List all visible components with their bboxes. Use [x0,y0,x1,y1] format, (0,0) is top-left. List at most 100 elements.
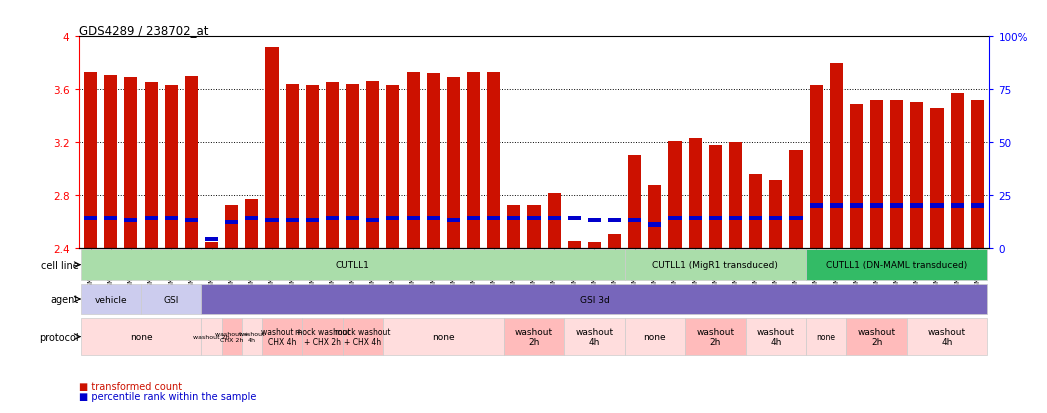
Text: mock washout
+ CHX 2h: mock washout + CHX 2h [294,328,350,346]
Text: none: none [644,332,666,341]
Bar [608,218,621,223]
FancyBboxPatch shape [262,318,303,355]
Bar [406,73,420,248]
Text: none: none [432,332,454,341]
Bar [164,216,178,221]
Text: GSI 3d: GSI 3d [580,295,609,304]
FancyBboxPatch shape [201,284,987,315]
FancyBboxPatch shape [685,318,745,355]
Bar [105,216,117,221]
Bar [689,216,701,221]
Bar [890,204,904,208]
Text: CUTLL1: CUTLL1 [336,261,370,270]
Bar [266,48,279,248]
Bar [326,216,339,221]
FancyBboxPatch shape [141,284,201,315]
FancyBboxPatch shape [222,318,242,355]
FancyBboxPatch shape [81,284,141,315]
Bar [850,104,863,248]
Bar [447,218,460,223]
Bar [347,216,359,221]
Bar [105,75,117,248]
Bar [587,243,601,248]
Bar [487,216,500,221]
Bar [164,86,178,248]
FancyBboxPatch shape [383,318,504,355]
Bar [951,94,963,248]
Bar [809,204,823,208]
Bar [729,216,742,221]
Bar [931,204,943,208]
Bar [770,216,782,221]
FancyBboxPatch shape [303,318,342,355]
FancyBboxPatch shape [242,318,262,355]
Bar [366,218,379,223]
Bar [487,73,500,248]
Bar [789,216,802,221]
Bar [709,216,721,221]
Bar [668,216,682,221]
Bar [306,218,319,223]
Bar [406,216,420,221]
Bar [467,73,481,248]
Bar [427,74,440,248]
Text: washout
2h: washout 2h [696,328,734,346]
Bar [709,145,721,248]
Bar [971,204,984,208]
Bar [971,100,984,248]
Text: washout +
CHX 2h: washout + CHX 2h [215,332,248,342]
Bar [608,235,621,248]
Bar [749,216,762,221]
FancyBboxPatch shape [504,318,564,355]
Bar [245,199,259,248]
Text: washout
4h: washout 4h [239,332,265,342]
Text: GSI: GSI [163,295,179,304]
Text: ■ percentile rank within the sample: ■ percentile rank within the sample [79,392,255,401]
Bar [628,156,641,248]
FancyBboxPatch shape [564,318,625,355]
Bar [185,218,198,223]
FancyBboxPatch shape [81,318,201,355]
Bar [648,186,662,248]
Bar [548,216,561,221]
Bar [890,100,904,248]
Bar [850,204,863,208]
Bar [809,86,823,248]
Bar [225,220,239,225]
Text: GDS4289 / 238702_at: GDS4289 / 238702_at [79,24,208,37]
Bar [125,218,137,223]
Bar [427,216,440,221]
Bar [507,206,520,248]
Bar [567,241,581,248]
FancyBboxPatch shape [625,318,685,355]
FancyBboxPatch shape [625,249,806,280]
Bar [951,204,963,208]
Text: washout
4h: washout 4h [757,328,795,346]
Bar [266,218,279,223]
Bar [84,216,97,221]
Bar [567,216,581,221]
Bar [185,77,198,248]
FancyBboxPatch shape [806,249,987,280]
Bar [729,142,742,248]
Bar [225,206,239,248]
Bar [770,181,782,248]
FancyBboxPatch shape [342,318,383,355]
Text: vehicle: vehicle [94,295,127,304]
Text: none: none [817,332,836,341]
Text: washout
2h: washout 2h [857,328,895,346]
FancyBboxPatch shape [846,318,907,355]
Bar [528,216,540,221]
Bar [125,78,137,248]
Text: cell line: cell line [41,260,79,270]
Bar [326,83,339,248]
Text: CUTLL1 (MigR1 transduced): CUTLL1 (MigR1 transduced) [652,261,778,270]
FancyBboxPatch shape [201,318,222,355]
Bar [528,206,540,248]
Bar [789,150,802,248]
FancyBboxPatch shape [806,318,846,355]
FancyBboxPatch shape [745,318,806,355]
Text: washout
4h: washout 4h [928,328,966,346]
Bar [628,218,641,223]
Text: mock washout
+ CHX 4h: mock washout + CHX 4h [335,328,391,346]
